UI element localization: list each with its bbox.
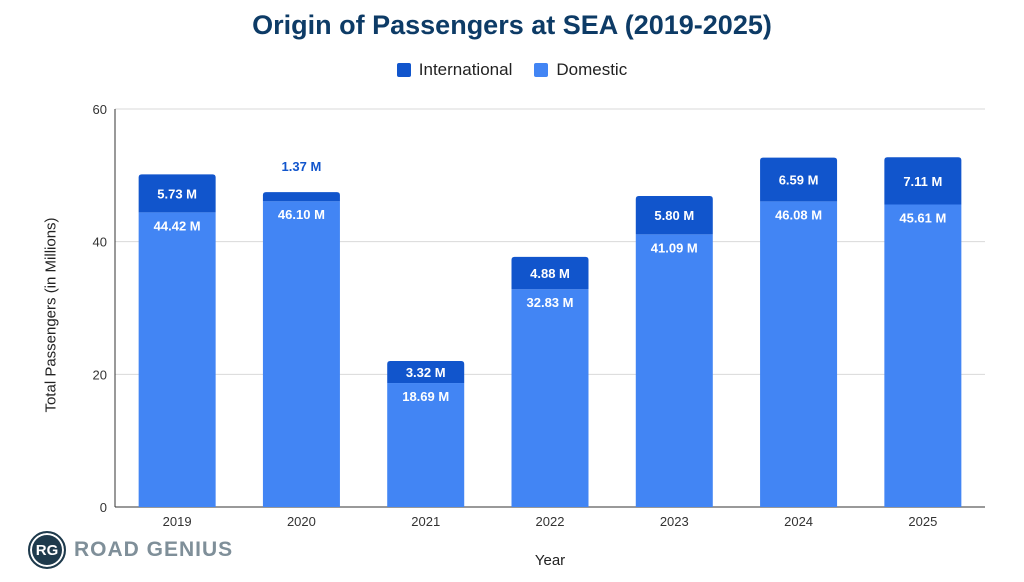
- x-tick-label: 2020: [287, 514, 316, 529]
- road-genius-logo: RG ROAD GENIUS: [28, 531, 233, 569]
- y-tick-label: 20: [93, 367, 107, 382]
- legend: International Domestic: [0, 60, 1024, 80]
- legend-label-domestic: Domestic: [556, 60, 628, 79]
- bar-international: [138, 174, 216, 213]
- data-label-international: 5.80 M: [654, 208, 694, 223]
- bar-domestic: [884, 204, 962, 507]
- legend-item-domestic: Domestic: [534, 60, 627, 80]
- legend-item-international: International: [396, 60, 513, 80]
- y-tick-label: 0: [100, 500, 107, 515]
- bar-domestic: [511, 289, 589, 507]
- bar-domestic: [262, 201, 340, 507]
- bar-domestic: [138, 212, 216, 507]
- bar-domestic: [760, 201, 838, 507]
- x-tick-label: 2025: [908, 514, 937, 529]
- bar-international: [262, 192, 340, 202]
- bar-international: [760, 157, 838, 202]
- legend-swatch-domestic: [534, 63, 549, 77]
- x-tick-label: 2019: [163, 514, 192, 529]
- legend-label-international: International: [418, 60, 513, 79]
- bar-international: [511, 256, 589, 290]
- bar-international: [635, 195, 713, 235]
- data-label-domestic: 46.08 M: [775, 207, 822, 222]
- data-label-domestic: 32.83 M: [527, 295, 574, 310]
- data-label-international: 5.73 M: [157, 186, 197, 201]
- logo-badge: RG: [28, 531, 66, 569]
- bar-domestic: [635, 234, 713, 507]
- x-tick-label: 2023: [660, 514, 689, 529]
- y-axis-label: Total Passengers (in Millions): [42, 217, 60, 413]
- x-tick-label: 2022: [536, 514, 565, 529]
- data-label-international: 1.37 M: [282, 159, 322, 174]
- data-label-international: 6.59 M: [779, 172, 819, 187]
- x-axis-label: Year: [534, 552, 566, 569]
- chart-title: Origin of Passengers at SEA (2019-2025): [252, 10, 772, 40]
- x-tick-label: 2021: [411, 514, 440, 529]
- data-label-domestic: 44.42 M: [154, 218, 201, 233]
- x-tick-label: 2024: [784, 514, 813, 529]
- data-label-domestic: 45.61 M: [899, 210, 946, 225]
- y-tick-label: 40: [93, 235, 107, 250]
- data-label-domestic: 46.10 M: [278, 207, 325, 222]
- data-label-international: 7.11 M: [903, 174, 942, 189]
- data-label-domestic: 18.69 M: [402, 389, 449, 404]
- bar-international: [387, 361, 465, 384]
- data-label-international: 3.32 M: [406, 365, 446, 380]
- logo-text: ROAD GENIUS: [74, 538, 234, 561]
- data-label-international: 4.88 M: [530, 266, 570, 281]
- legend-swatch-international: [396, 63, 411, 77]
- data-label-domestic: 41.09 M: [651, 240, 698, 255]
- y-tick-label: 60: [93, 102, 107, 117]
- bar-international: [884, 157, 962, 205]
- bar-domestic: [387, 383, 465, 507]
